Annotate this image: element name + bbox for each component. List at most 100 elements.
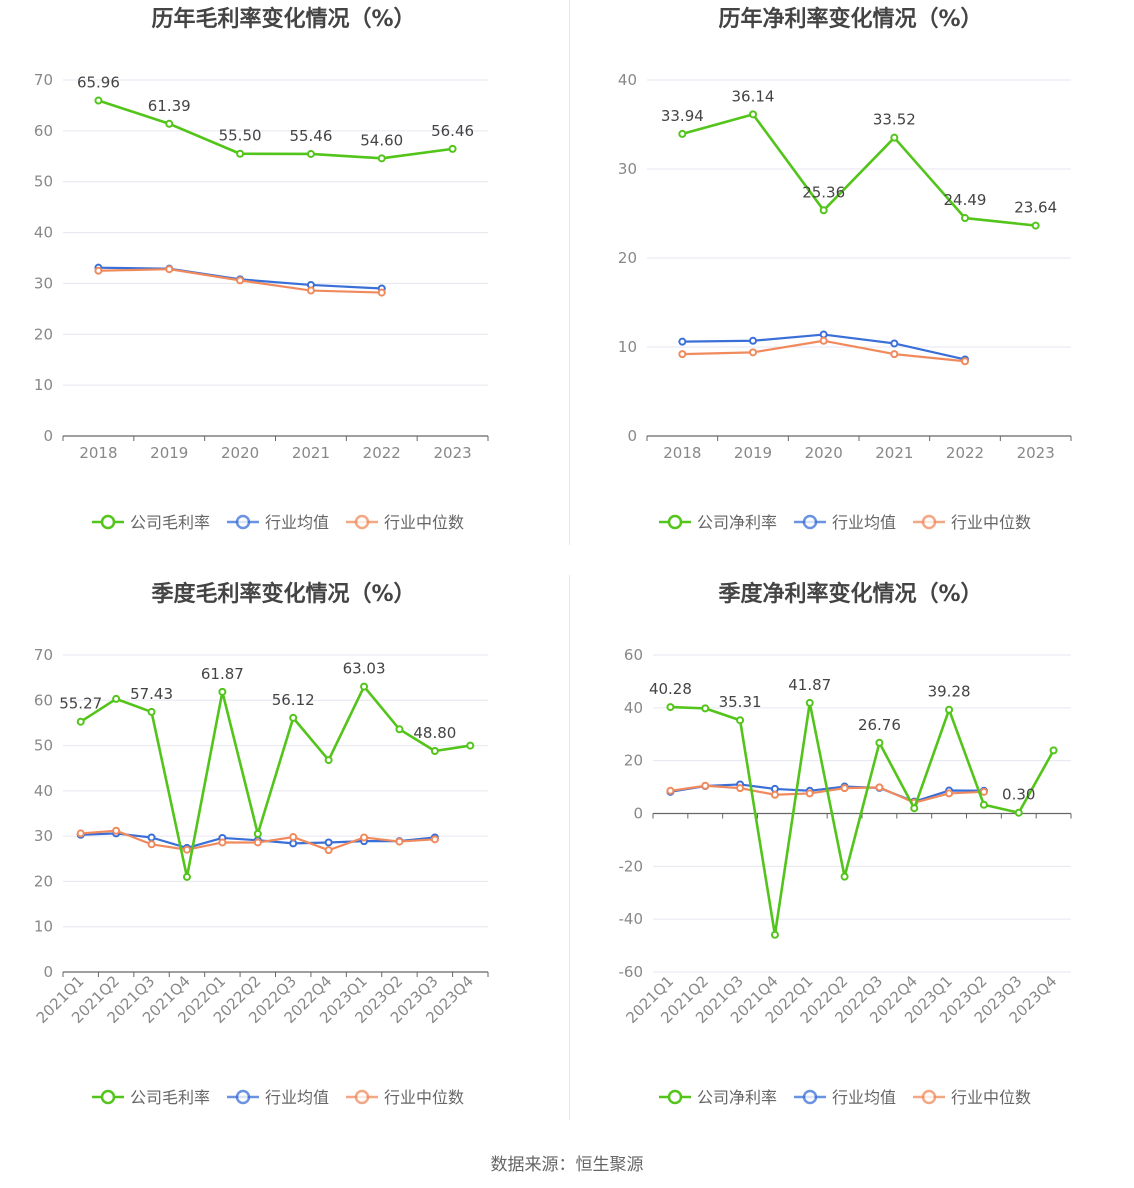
avg-data-point [678, 337, 687, 346]
median-data-point [395, 837, 404, 846]
median-data-point [236, 276, 245, 285]
legend-swatch-marker [667, 514, 683, 530]
legend-swatch-marker [354, 1089, 370, 1105]
y-tick-label: -20 [619, 857, 644, 875]
data-label: 56.46 [431, 122, 474, 140]
median-data-point [289, 833, 298, 842]
avg-data-point [819, 330, 828, 339]
y-tick-label: 40 [34, 224, 53, 242]
company-data-point [890, 133, 899, 142]
data-label: 56.12 [272, 691, 315, 709]
median-data-point [147, 840, 156, 849]
data-label: 65.96 [77, 74, 120, 92]
data-label: 55.46 [289, 127, 332, 145]
legend-swatch-marker [100, 1089, 116, 1105]
company-data-point [979, 800, 988, 809]
median-data-point [324, 846, 333, 855]
median-data-point [306, 286, 315, 295]
company-data-point [395, 725, 404, 734]
legend-label: 公司毛利率 [130, 1088, 210, 1107]
x-tick-label: 2019 [734, 444, 772, 462]
data-label: 24.49 [944, 191, 987, 209]
legend-label: 行业中位数 [951, 513, 1031, 532]
company-data-point [1014, 808, 1023, 817]
median-data-point [377, 288, 386, 297]
company-data-point [306, 149, 315, 158]
y-tick-label: 20 [34, 325, 53, 343]
avg-data-point [890, 339, 899, 348]
y-tick-label: 60 [34, 691, 53, 709]
legend-swatch-marker [802, 514, 818, 530]
legend-swatch-marker [235, 1089, 251, 1105]
x-tick-label: 2021 [875, 444, 913, 462]
y-tick-label: 30 [34, 827, 53, 845]
company-data-point [770, 930, 779, 939]
legend-item-avg: 行业均值 [227, 1088, 329, 1107]
quarterly-gross-panel: 季度毛利率变化情况（%） 0 10 20 30 40 50 60 70 2021Q1 2021Q2 2… [0, 575, 567, 1150]
company-data-point [112, 694, 121, 703]
median-data-point [945, 789, 954, 798]
vertical-divider-bottom [569, 575, 570, 1120]
legend-item-median: 行业中位数 [913, 1088, 1031, 1107]
median-data-point [875, 783, 884, 792]
company-data-point [819, 206, 828, 215]
company-data-point [289, 713, 298, 722]
median-data-point [890, 350, 899, 359]
company-data-point [360, 682, 369, 691]
y-tick-label: 20 [618, 249, 637, 267]
legend-label: 行业均值 [832, 513, 896, 532]
company-data-point [945, 705, 954, 714]
y-tick-label: 70 [34, 71, 53, 89]
legend-item-avg: 行业均值 [227, 513, 329, 532]
vertical-divider-top [569, 0, 570, 545]
data-label: 61.39 [148, 97, 191, 115]
data-label: 63.03 [343, 660, 386, 678]
quarterly-net-chart: 季度净利率变化情况（%）-60-40-2002040602021Q12021Q2… [619, 581, 1072, 1107]
y-tick-label: 0 [633, 805, 643, 823]
company-data-point [1049, 746, 1058, 755]
quarterly-gross-chart: 季度毛利率变化情况（%）0102030405060702021Q12021Q22… [33, 581, 489, 1107]
median-data-point [182, 845, 191, 854]
y-tick-label: 30 [34, 274, 53, 292]
data-label: 40.28 [649, 680, 692, 698]
y-tick-label: 40 [624, 699, 643, 717]
legend-label: 公司净利率 [697, 513, 777, 532]
legend-label: 公司毛利率 [130, 513, 210, 532]
median-data-point [360, 833, 369, 842]
legend-label: 行业中位数 [384, 513, 464, 532]
annual-gross-chart: 历年毛利率变化情况（%） 0 10 20 30 40 50 60 70 2018 2019 2020 2… [34, 6, 489, 532]
median-data-point [736, 784, 745, 793]
company-data-point [666, 703, 675, 712]
company-data-point [430, 747, 439, 756]
legend-item-median: 行业中位数 [913, 513, 1031, 532]
x-tick-label: 2022 [363, 444, 401, 462]
data-label: 35.31 [719, 693, 762, 711]
median-data-point [701, 781, 710, 790]
x-tick-label: 2023 [433, 444, 471, 462]
company-data-point [76, 717, 85, 726]
x-tick-label: 2018 [663, 444, 701, 462]
y-tick-label: 50 [34, 737, 53, 755]
data-label: 36.14 [732, 87, 775, 105]
legend-item-company: 公司净利率 [659, 1088, 777, 1107]
median-data-point [819, 336, 828, 345]
company-data-point [701, 704, 710, 713]
avg-data-point [324, 838, 333, 847]
chart-title: 季度毛利率变化情况（%） [151, 581, 415, 607]
median-data-point [165, 265, 174, 274]
quarterly-net-panel: 季度净利率变化情况（%） -60 -40 -20 0 20 40 60 2021Q1 2021Q2… [567, 575, 1134, 1150]
chart-title: 季度净利率变化情况（%） [718, 581, 982, 607]
annual-net-panel: 历年净利率变化情况（%） 0 10 20 30 40 2018 2019 2020 2021 202… [567, 0, 1134, 575]
y-tick-label: 30 [618, 160, 637, 178]
median-data-point [961, 357, 969, 366]
legend-swatch-marker [667, 1089, 683, 1105]
median-data-point [770, 790, 779, 799]
x-tick-label: 2018 [79, 444, 117, 462]
legend-item-median: 行业中位数 [346, 1088, 464, 1107]
company-data-point [678, 129, 687, 138]
y-tick-label: 60 [624, 646, 643, 664]
x-tick-label: 2019 [150, 444, 188, 462]
company-series-line [681, 113, 1036, 227]
median-data-point [678, 350, 687, 359]
company-data-point [165, 119, 174, 128]
